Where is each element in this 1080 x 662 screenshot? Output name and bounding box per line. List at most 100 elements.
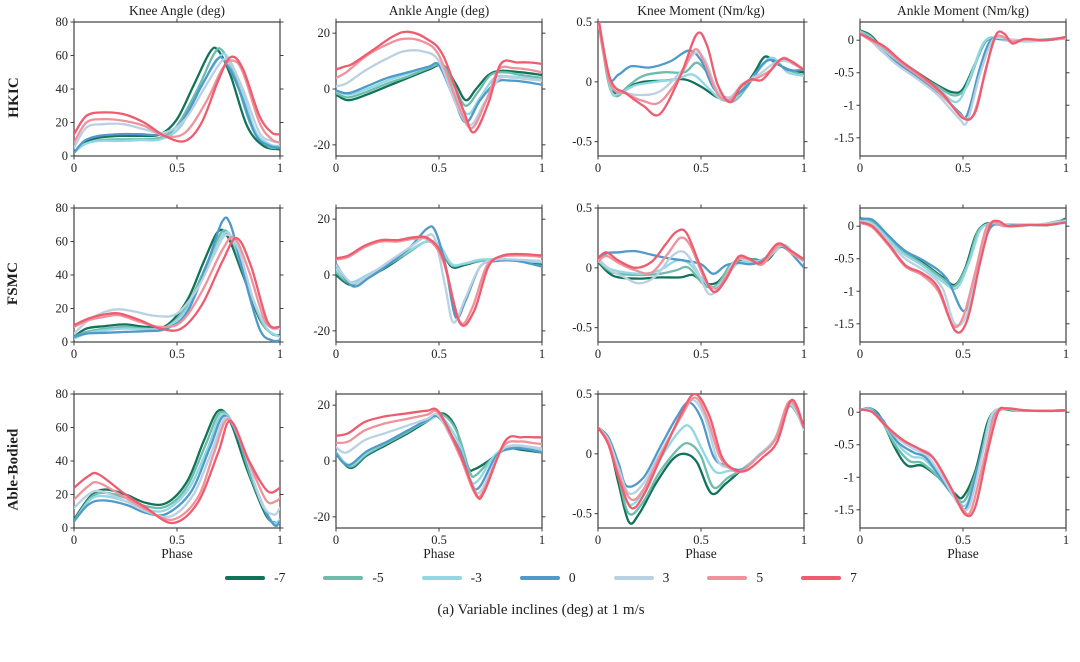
row-label-text: Able-Bodied: [5, 427, 22, 511]
x-tick-label: 1: [277, 161, 283, 175]
y-tick-label: 20: [56, 302, 69, 316]
series-line-7: [336, 235, 542, 327]
series-line--3: [860, 30, 1066, 104]
legend-label: 0: [568, 570, 576, 585]
y-tick-label: 0: [62, 521, 68, 535]
series-line-5: [74, 59, 280, 144]
series-line-0: [860, 31, 1066, 120]
x-axis-label: Phase: [161, 546, 193, 561]
y-tick-label: -20: [313, 324, 330, 338]
x-tick-label: 0: [857, 161, 863, 175]
series-line--7: [74, 46, 280, 154]
x-tick-label: 0: [595, 533, 601, 547]
series-line-7: [860, 406, 1066, 518]
biomechanics-figure: HKIC 0 0.5 1 80 60 40 20 0 Knee Angle (deg) 0 0.5 1 2…: [2, 4, 1080, 618]
x-tick-label: 0.5: [693, 161, 709, 175]
x-tick-label: 0.5: [955, 533, 971, 547]
series-line-0: [336, 225, 542, 320]
y-tick-label: 0: [62, 335, 68, 349]
x-tick-label: 0.5: [431, 161, 447, 175]
series-line-3: [336, 233, 542, 324]
y-tick-label: 0: [62, 149, 68, 163]
series-line-5: [336, 37, 542, 130]
series-line-3: [74, 416, 280, 519]
series-line-5: [598, 396, 804, 502]
series-line--3: [860, 407, 1066, 508]
chart-panel-able-bodied-1: 0 0.5 1 80 60 40 20 0 Phase: [56, 387, 284, 561]
legend: -7 -5 -3 0 3 5 7: [2, 570, 1080, 586]
y-tick-label: 0.5: [576, 387, 592, 401]
series-line-5: [74, 417, 280, 522]
y-tick-label: 20: [318, 26, 331, 40]
series-line--7: [860, 406, 1066, 500]
y-tick-label: 0.5: [576, 15, 592, 29]
y-tick-label: 20: [318, 398, 331, 412]
y-tick-label: 20: [56, 488, 69, 502]
series-line-0: [860, 217, 1066, 313]
y-tick-label: 80: [56, 387, 69, 401]
series-line-3: [336, 49, 542, 127]
series-line-5: [74, 236, 280, 329]
series-line-0: [74, 216, 280, 342]
legend-entry: 7: [801, 570, 857, 586]
legend-label: -5: [372, 570, 384, 585]
legend-entry: -7: [225, 570, 285, 586]
legend-swatch: [613, 576, 654, 580]
series-line--3: [860, 218, 1066, 291]
y-tick-label: 0: [586, 447, 592, 461]
y-tick-label: 20: [318, 212, 331, 226]
x-tick-label: 0.5: [431, 347, 447, 361]
x-tick-label: 1: [277, 533, 283, 547]
y-tick-label: 60: [56, 49, 69, 63]
x-tick-label: 1: [539, 347, 545, 361]
y-tick-label: -0.5: [572, 321, 592, 335]
y-tick-label: -0.5: [834, 252, 854, 266]
x-tick-label: 1: [539, 161, 545, 175]
x-axis-label: Phase: [685, 546, 717, 561]
legend-label: -7: [274, 570, 286, 585]
chart-row: Able-Bodied 0 0.5 1 80 60 40 20 0 Phase 0 0.5 1 20 0 -2…: [2, 376, 1080, 562]
x-tick-label: 0: [595, 161, 601, 175]
y-tick-label: -0.5: [572, 507, 592, 521]
y-tick-label: 0: [324, 454, 330, 468]
x-tick-label: 0.5: [693, 347, 709, 361]
panel-title: Ankle Angle (deg): [389, 4, 489, 18]
x-tick-label: 1: [801, 533, 807, 547]
legend-entry: 5: [707, 570, 763, 586]
y-tick-label: 0: [848, 33, 854, 47]
row-label-text: HKIC: [5, 76, 22, 118]
series-line-0: [860, 407, 1066, 511]
x-tick-label: 0: [71, 533, 77, 547]
y-tick-label: -20: [313, 138, 330, 152]
y-tick-label: -0.5: [834, 66, 854, 80]
legend-swatch: [323, 576, 364, 580]
x-tick-label: 0: [333, 533, 339, 547]
x-tick-label: 0: [333, 347, 339, 361]
x-tick-label: 1: [1063, 161, 1069, 175]
y-tick-label: -1: [844, 284, 854, 298]
y-tick-label: -1: [844, 98, 854, 112]
chart-panel-hkic-1: 0 0.5 1 80 60 40 20 0 Knee Angle (deg): [56, 4, 284, 175]
row-label-text: FSMC: [5, 261, 22, 305]
panel-title: Knee Angle (deg): [129, 4, 225, 18]
row-label: HKIC: [2, 4, 26, 190]
x-tick-label: 0: [857, 533, 863, 547]
y-tick-label: 0: [848, 219, 854, 233]
row-label: FSMC: [2, 190, 26, 376]
series-line-7: [336, 407, 542, 500]
y-tick-label: -1: [844, 470, 854, 484]
y-tick-label: 0: [586, 75, 592, 89]
x-tick-label: 0.5: [169, 161, 185, 175]
series-line-7: [74, 419, 280, 525]
x-tick-label: 1: [277, 347, 283, 361]
y-tick-label: 0: [324, 268, 330, 282]
series-line-7: [598, 394, 804, 510]
legend-entry: -3: [421, 570, 482, 586]
y-tick-label: 0: [324, 82, 330, 96]
x-tick-label: 0.5: [955, 347, 971, 361]
series-line-7: [336, 30, 542, 134]
series-line-0: [74, 414, 280, 528]
x-tick-label: 0.5: [431, 533, 447, 547]
